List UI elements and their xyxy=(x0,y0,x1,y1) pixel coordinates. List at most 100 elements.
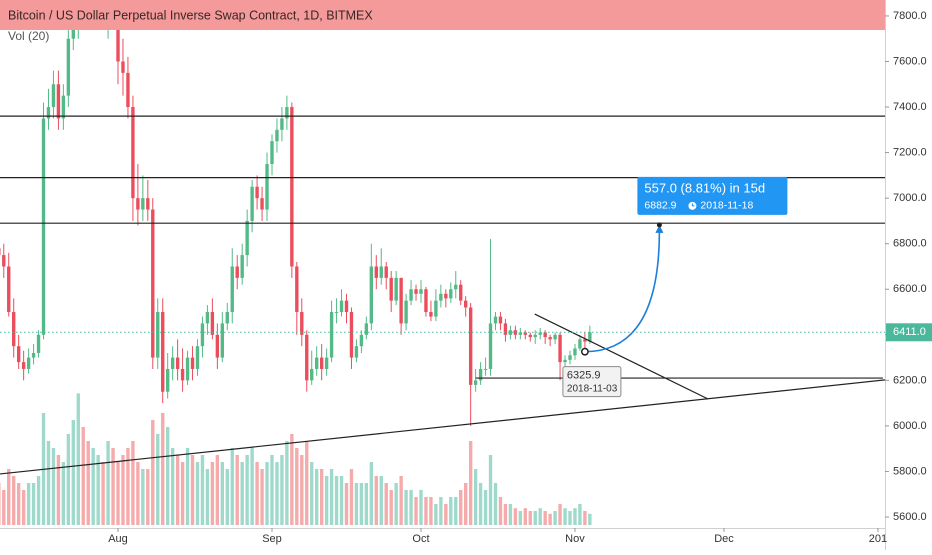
candle-body xyxy=(255,187,258,198)
candle-body xyxy=(300,312,303,335)
volume-bar xyxy=(62,462,65,525)
candle-body xyxy=(548,337,551,339)
volume-bar xyxy=(191,455,194,525)
volume-bar xyxy=(280,455,283,525)
candle-body xyxy=(474,380,477,385)
volume-bar xyxy=(534,511,537,525)
x-tick-label: Nov xyxy=(565,533,585,545)
volume-bar xyxy=(553,511,556,525)
volume-bar xyxy=(151,420,154,525)
volume-bar xyxy=(96,455,99,525)
volume-bar xyxy=(315,469,318,525)
candle-body xyxy=(469,307,472,384)
candle-body xyxy=(360,335,363,346)
volume-bar xyxy=(519,511,522,525)
target-date: 2018-11-18 xyxy=(700,200,753,212)
volume-bar xyxy=(72,420,75,525)
candle-body xyxy=(563,360,566,362)
volume-bar xyxy=(146,469,149,525)
candle-body xyxy=(171,358,174,369)
candle-body xyxy=(191,358,194,369)
candle-body xyxy=(201,323,204,346)
candle-body xyxy=(280,118,283,129)
candle-body xyxy=(534,335,537,337)
volume-bar xyxy=(265,462,268,525)
volume-bar xyxy=(216,455,219,525)
volume-bar xyxy=(494,483,497,525)
candle-body xyxy=(166,369,169,392)
candle-body xyxy=(12,312,15,346)
candle-body xyxy=(32,353,35,358)
volume-bar xyxy=(409,490,412,525)
volume-bar xyxy=(186,448,189,525)
volume-bar xyxy=(176,455,179,525)
candle-body xyxy=(573,348,576,355)
y-tick-label: 7400.0 xyxy=(893,101,927,113)
volume-bar xyxy=(360,483,363,525)
candle-body xyxy=(394,278,397,301)
candle-body xyxy=(22,362,25,369)
volume-bar xyxy=(573,508,576,525)
candle-body xyxy=(315,358,318,369)
volume-bar xyxy=(504,504,507,525)
candle-body xyxy=(380,266,383,277)
volume-bar xyxy=(2,490,5,525)
candle-body xyxy=(196,346,199,369)
candle-body xyxy=(350,312,353,358)
volume-bar xyxy=(255,462,258,525)
volume-bar xyxy=(484,490,487,525)
volume-bar xyxy=(345,483,348,525)
volume-bar xyxy=(330,469,333,525)
candle-body xyxy=(37,335,40,353)
volume-bar xyxy=(390,490,393,525)
x-tick-label: Sep xyxy=(262,533,282,545)
candle-body xyxy=(151,210,154,358)
volume-bar xyxy=(156,434,159,525)
candle-body xyxy=(459,285,462,301)
candle-body xyxy=(553,335,556,340)
volume-bar xyxy=(106,441,109,525)
volume-bar xyxy=(201,455,204,525)
volume-bar xyxy=(260,469,263,525)
volume-bar xyxy=(543,511,546,525)
volume-bar xyxy=(82,427,85,525)
candle-body xyxy=(504,323,507,334)
volume-bar xyxy=(464,483,467,525)
candle-body xyxy=(295,266,298,312)
volume-bar xyxy=(7,469,10,525)
volume-bar xyxy=(305,441,308,525)
volume-bar xyxy=(12,476,15,525)
volume-bar xyxy=(479,483,482,525)
candle-body xyxy=(265,164,268,210)
volume-bar xyxy=(236,455,239,525)
volume-bar xyxy=(295,448,298,525)
candle-body xyxy=(136,198,139,209)
candle-body xyxy=(365,323,368,334)
candle-body xyxy=(250,187,253,221)
volume-bar xyxy=(32,483,35,525)
volume-bar xyxy=(489,455,492,525)
volume-bar xyxy=(439,497,442,525)
volume-bar xyxy=(459,490,462,525)
candle-body xyxy=(216,335,219,358)
volume-bar xyxy=(394,483,397,525)
volume-bar xyxy=(181,462,184,525)
volume-bar xyxy=(111,448,114,525)
volume-bar xyxy=(275,462,278,525)
candle-body xyxy=(399,278,402,324)
x-tick-label: Dec xyxy=(714,533,734,545)
volume-bar xyxy=(131,441,134,525)
volume-bar xyxy=(568,511,571,525)
volume-bar xyxy=(221,462,224,525)
anchor-point xyxy=(582,348,588,354)
volume-bar xyxy=(240,462,243,525)
volume-bar xyxy=(250,448,253,525)
volume-bar xyxy=(52,448,55,525)
volume-bar xyxy=(548,514,551,525)
volume-bar xyxy=(22,490,25,525)
volume-bar xyxy=(211,462,214,525)
candle-body xyxy=(568,355,571,360)
y-tick-label: 6600.0 xyxy=(893,283,927,295)
y-tick-label: 7200.0 xyxy=(893,147,927,159)
